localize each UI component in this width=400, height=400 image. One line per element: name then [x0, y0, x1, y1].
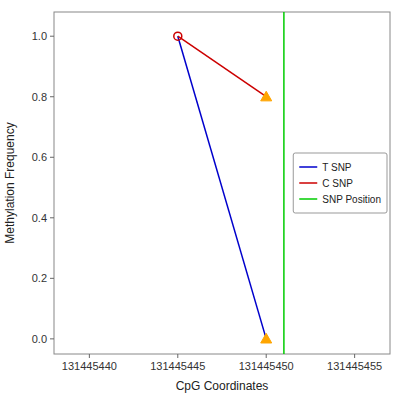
legend: T SNP C SNP SNP Position	[293, 153, 387, 213]
y-tick-label: 0.2	[32, 272, 47, 284]
vertical-line	[283, 12, 285, 354]
point-marker-triangle	[261, 333, 272, 343]
y-tick-label: 0.6	[32, 151, 47, 163]
x-tick	[177, 354, 178, 358]
legend-entry: SNP Position	[322, 194, 381, 205]
x-tick	[89, 354, 90, 358]
axes: 131445440 131445445 131445450 131445455 0.0 0…	[32, 30, 382, 372]
x-axis-label: CpG Coordinates	[176, 379, 269, 393]
point-marker-circle	[174, 32, 182, 40]
legend-swatch	[299, 198, 317, 200]
plot-frame	[54, 12, 390, 354]
x-tick	[266, 354, 267, 358]
y-tick-label: 0.8	[32, 91, 47, 103]
series-line	[178, 36, 266, 339]
legend-entry: T SNP	[322, 162, 352, 173]
legend-swatch	[299, 182, 317, 184]
legend-entry: C SNP	[322, 178, 353, 189]
x-tick	[354, 354, 355, 358]
y-axis-label: Methylation Frequency	[3, 122, 17, 243]
plot-area	[174, 12, 284, 354]
y-tick-label: 0.4	[32, 212, 47, 224]
y-tick	[50, 96, 54, 97]
y-tick-label: 1.0	[32, 30, 47, 42]
x-tick-label: 131445440	[62, 360, 117, 372]
chart-container: 131445440 131445445 131445450 131445455 0.0 0…	[0, 0, 400, 400]
y-tick	[50, 338, 54, 339]
x-tick-label: 131445445	[150, 360, 205, 372]
legend-swatch	[299, 166, 317, 168]
chart: 131445440 131445445 131445450 131445455 0.0 0…	[0, 0, 400, 400]
point-marker-triangle	[261, 91, 272, 101]
y-tick	[50, 217, 54, 218]
y-tick	[50, 278, 54, 279]
legend-box	[293, 153, 387, 213]
x-tick-label: 131445450	[239, 360, 294, 372]
series-line	[178, 36, 266, 97]
y-tick-label: 0.0	[32, 333, 47, 345]
y-tick	[50, 36, 54, 37]
y-tick	[50, 157, 54, 158]
x-tick-label: 131445455	[327, 360, 382, 372]
